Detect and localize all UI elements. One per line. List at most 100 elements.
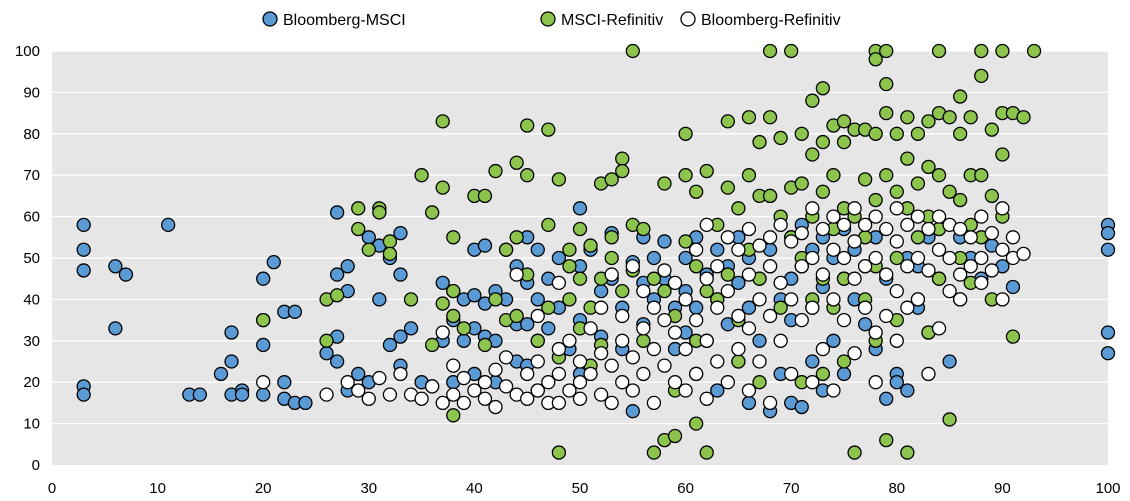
data-point	[900, 151, 915, 166]
x-tick-label: 90	[994, 480, 1011, 497]
data-point	[1100, 242, 1116, 257]
data-point	[868, 325, 883, 340]
data-point	[192, 387, 207, 402]
data-point	[572, 201, 588, 216]
data-point	[372, 292, 387, 307]
data-point	[699, 217, 714, 233]
legend: Bloomberg-MSCI MSCI-Refinitiv Bloomberg-Re…	[262, 11, 841, 29]
data-point	[509, 267, 524, 282]
data-point	[826, 292, 841, 307]
data-point	[615, 333, 630, 348]
data-point	[161, 217, 176, 233]
data-point	[720, 267, 735, 282]
data-point	[974, 275, 989, 290]
data-point	[857, 300, 873, 315]
data-point	[477, 337, 493, 353]
data-point	[868, 209, 883, 224]
data-point	[942, 283, 957, 299]
data-point	[277, 375, 292, 390]
data-point	[784, 366, 799, 382]
data-point	[636, 366, 651, 382]
data-point	[826, 168, 841, 183]
data-point	[593, 346, 609, 361]
data-point	[509, 230, 524, 245]
data-point	[731, 308, 746, 324]
data-point	[900, 110, 915, 125]
legend-marker	[540, 11, 556, 27]
data-point	[953, 126, 968, 141]
data-point	[762, 308, 778, 324]
data-point	[974, 209, 989, 224]
data-point	[847, 271, 862, 286]
data-point	[213, 366, 229, 382]
data-point	[351, 383, 366, 398]
data-point	[108, 321, 123, 336]
data-point	[456, 321, 471, 336]
data-point	[224, 325, 239, 340]
data-point	[530, 354, 545, 369]
data-point	[456, 370, 471, 386]
data-point	[414, 168, 429, 183]
data-point	[657, 176, 672, 191]
data-point	[900, 300, 915, 315]
data-point	[805, 201, 820, 216]
data-point	[572, 354, 588, 369]
data-point	[794, 259, 809, 274]
data-point	[224, 354, 239, 369]
data-point	[541, 122, 556, 137]
data-point	[805, 300, 820, 315]
data-point	[520, 118, 535, 133]
y-axis-tick-labels: 0 10 20 30 40 50 60 70 80 90 100	[15, 43, 40, 474]
data-point	[836, 217, 852, 233]
data-point	[931, 209, 947, 224]
data-point	[562, 333, 577, 348]
data-point	[382, 337, 398, 353]
data-point	[921, 221, 936, 237]
data-point	[974, 43, 989, 59]
data-point	[678, 341, 693, 357]
data-point	[498, 379, 514, 394]
data-point	[710, 300, 725, 315]
x-tick-label: 60	[677, 480, 694, 497]
data-point	[741, 383, 757, 398]
data-point	[921, 159, 936, 175]
data-point	[689, 242, 704, 257]
data-point	[995, 43, 1010, 59]
data-point	[1005, 279, 1021, 295]
data-point	[329, 288, 345, 303]
data-point	[593, 387, 609, 402]
data-point	[572, 271, 588, 286]
data-point	[931, 43, 947, 59]
data-point	[794, 176, 809, 191]
data-point	[435, 296, 450, 311]
data-point	[298, 395, 313, 411]
data-point	[234, 387, 250, 402]
data-point	[329, 354, 345, 369]
data-point	[625, 350, 640, 365]
data-point	[562, 383, 577, 398]
data-point	[604, 358, 619, 373]
data-point	[815, 267, 831, 282]
data-point	[425, 379, 440, 394]
data-point	[942, 184, 957, 199]
data-point	[942, 354, 957, 369]
data-point	[593, 300, 609, 315]
data-point	[773, 130, 788, 146]
data-point	[889, 184, 904, 199]
data-point	[710, 354, 725, 369]
x-tick-label: 20	[255, 480, 272, 497]
data-point	[741, 300, 757, 315]
data-point	[382, 234, 398, 249]
data-point	[615, 375, 630, 390]
data-point	[393, 329, 408, 344]
data-point	[984, 263, 999, 278]
data-point	[636, 221, 651, 237]
data-point	[551, 250, 567, 266]
data-point	[931, 271, 947, 286]
data-point	[657, 283, 672, 299]
data-point	[256, 312, 271, 328]
data-point	[900, 445, 915, 460]
data-point	[382, 387, 398, 402]
data-point	[340, 375, 355, 390]
data-point	[857, 172, 873, 187]
